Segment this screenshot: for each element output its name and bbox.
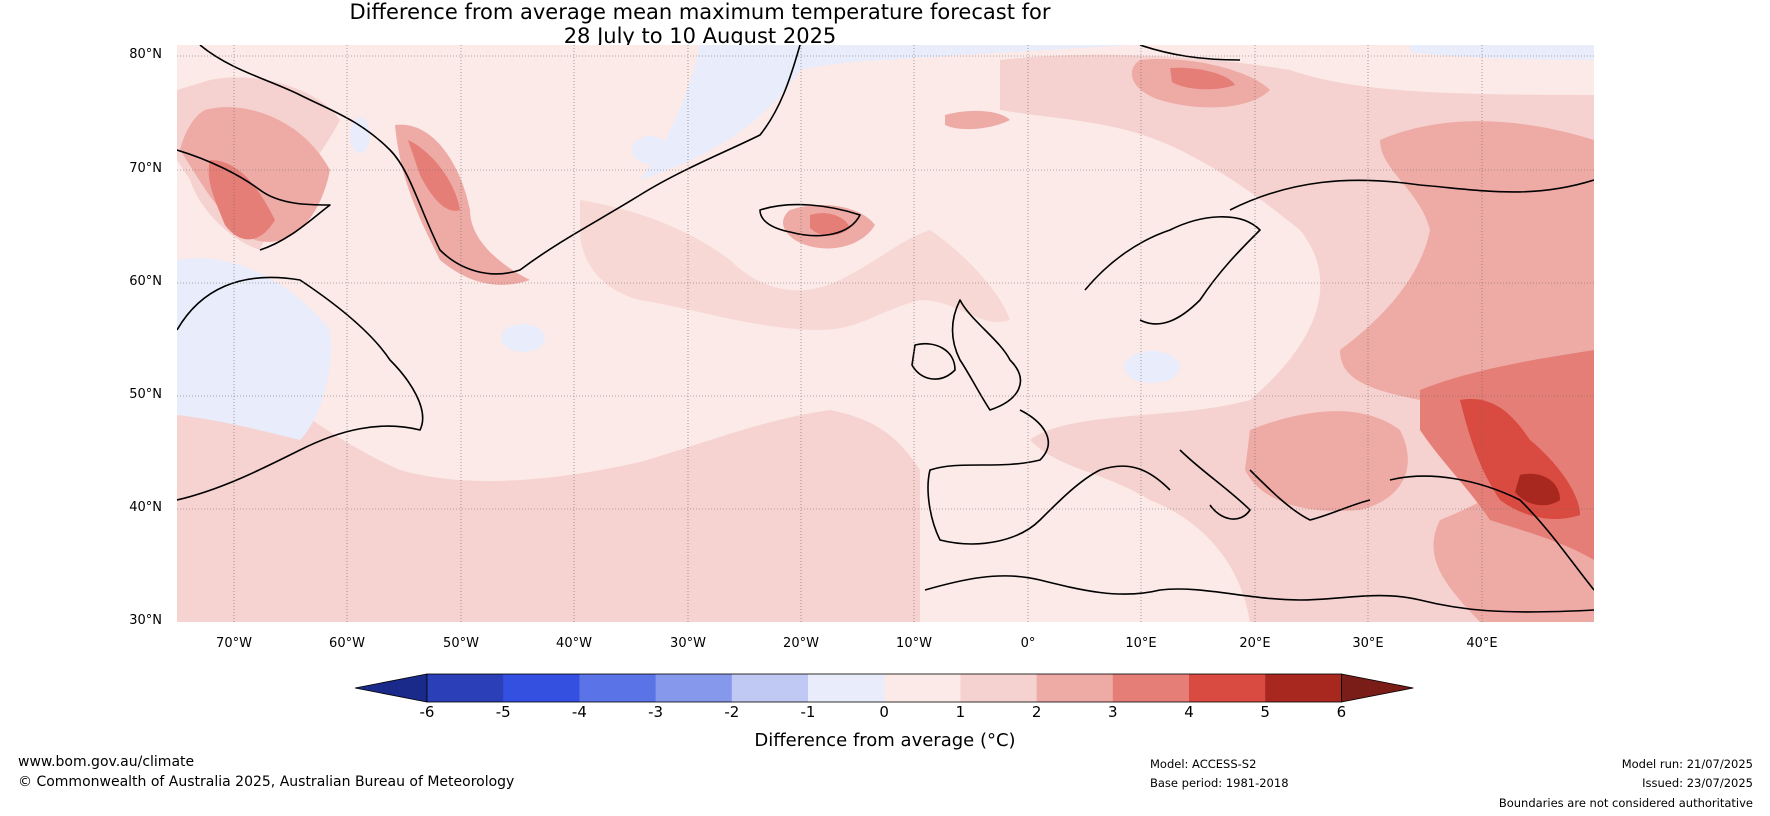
colorbar-segment [1036, 674, 1114, 702]
title-line-1: Difference from average mean maximum tem… [349, 0, 1051, 24]
coast-north-russia [1229, 179, 1594, 211]
colorbar-tick-label: -5 [495, 703, 511, 721]
colorbar-tick-label: 6 [1336, 703, 1347, 721]
footer-copyright: © Commonwealth of Australia 2025, Austra… [18, 774, 515, 790]
lat-label-60n: 60°N [129, 274, 162, 289]
anomaly-cool-atlantic [501, 324, 545, 352]
colorbar-segment [731, 674, 809, 702]
colorbar-tick-label: -1 [800, 703, 816, 721]
lon-label-70w: 70°W [216, 636, 252, 651]
lon-label-60w: 60°W [329, 636, 365, 651]
coast-north-america [177, 276, 424, 501]
coast-svalbard [1139, 45, 1241, 61]
colorbar-tick-label: 0 [879, 703, 889, 721]
anomaly-3-4-greenland [408, 140, 460, 211]
colorbar-title: Difference from average (°C) [754, 730, 1016, 751]
colorbar-segment [579, 674, 657, 702]
footer-model: Model: ACCESS-S2 [1150, 757, 1257, 771]
footer-model-run: Model run: 21/07/2025 [1621, 757, 1753, 771]
colorbar [354, 673, 1414, 703]
footer-base-period: Base period: 1981-2018 [1150, 776, 1289, 790]
coast-balkans [1249, 469, 1371, 521]
map-title: Difference from average mean maximum tem… [0, 0, 1400, 48]
colorbar-tick-label: 4 [1184, 703, 1194, 721]
coast-greenland [199, 45, 801, 275]
anomaly-2-3-balkans [1245, 411, 1408, 511]
lon-label-40w: 40°W [556, 636, 592, 651]
footer-url: www.bom.gov.au/climate [18, 754, 195, 770]
colorbar-segment [884, 674, 961, 702]
colorbar-tick-label: -6 [419, 703, 435, 721]
colorbar-extend-high [1341, 673, 1414, 703]
colorbar-segment [1112, 674, 1190, 702]
anomaly-5-6-armenia [1515, 473, 1560, 506]
colorbar-tick-label: 3 [1108, 703, 1118, 721]
coast-africa [924, 575, 1594, 613]
colorbar-segment [1189, 674, 1266, 702]
coast-iceland [759, 203, 861, 237]
title-line-2: 28 July to 10 August 2025 [563, 24, 837, 48]
lon-label-30e: 30°E [1352, 636, 1384, 651]
colorbar-segment [503, 674, 580, 702]
lon-label-30w: 30°W [670, 636, 706, 651]
coastlines [177, 45, 1594, 613]
colorbar-outline [426, 673, 1342, 703]
anomaly-cool-baffin [350, 117, 370, 153]
footer-disclaimer: Boundaries are not considered authoritat… [1498, 796, 1753, 810]
colorbar-tick-label: 2 [1031, 703, 1042, 721]
colorbar-tick-label: 5 [1260, 703, 1270, 721]
anomaly-field [177, 45, 1594, 622]
coast-scandinavia [1084, 216, 1261, 325]
lat-label-30n: 30°N [129, 613, 162, 628]
coast-ireland [911, 343, 956, 380]
anomaly-cool-labrador [177, 258, 331, 440]
coast-turkey [1389, 475, 1594, 591]
colorbar-tick-label: -3 [648, 703, 664, 721]
colorbar-extend-low [354, 673, 428, 703]
lon-label-10w: 10°W [896, 636, 932, 651]
colorbar-segment [427, 674, 504, 702]
anomaly-cool-greenland [632, 136, 668, 164]
lon-label-50w: 50°W [443, 636, 479, 651]
colorbar-segment [1265, 674, 1342, 702]
lon-label-20e: 20°E [1239, 636, 1271, 651]
anomaly-1-2-atlantic [177, 330, 920, 622]
colorbar-segment [960, 674, 1038, 702]
footer-issued: Issued: 23/07/2025 [1642, 776, 1753, 790]
anomaly-2-3-norwegian-sea [945, 110, 1010, 130]
coast-italy [1179, 449, 1251, 520]
lat-label-40n: 40°N [129, 500, 162, 515]
coast-baffin [177, 149, 331, 251]
lat-label-50n: 50°N [129, 387, 162, 402]
anomaly-3-4-iceland [810, 213, 850, 236]
colorbar-segment [808, 674, 885, 702]
coast-iberia-france [927, 409, 1171, 545]
colorbar-tick-label: 1 [955, 703, 966, 721]
coast-great-britain [951, 299, 1022, 411]
colorbar-tick-label: -2 [724, 703, 740, 721]
anomaly-2-3-greenland-west [180, 107, 330, 242]
anomaly-3-4-svalbard [1170, 67, 1235, 90]
colorbar-tick-label: -4 [571, 703, 587, 721]
lon-label-40e: 40°E [1466, 636, 1498, 651]
colorbar-segment [655, 674, 733, 702]
gridlines [177, 45, 1594, 622]
anomaly-cool-north-sea [1124, 351, 1180, 383]
lat-label-70n: 70°N [129, 161, 162, 176]
lat-label-80n: 80°N [129, 47, 162, 62]
anomaly-1-2-mid [580, 200, 1010, 330]
lon-label-0: 0° [1020, 636, 1036, 651]
lon-label-20w: 20°W [783, 636, 819, 651]
anomaly-3-4-baffin [208, 160, 275, 240]
anomaly-cool-greenland-sea [640, 45, 1130, 180]
lon-label-10e: 10°E [1125, 636, 1157, 651]
